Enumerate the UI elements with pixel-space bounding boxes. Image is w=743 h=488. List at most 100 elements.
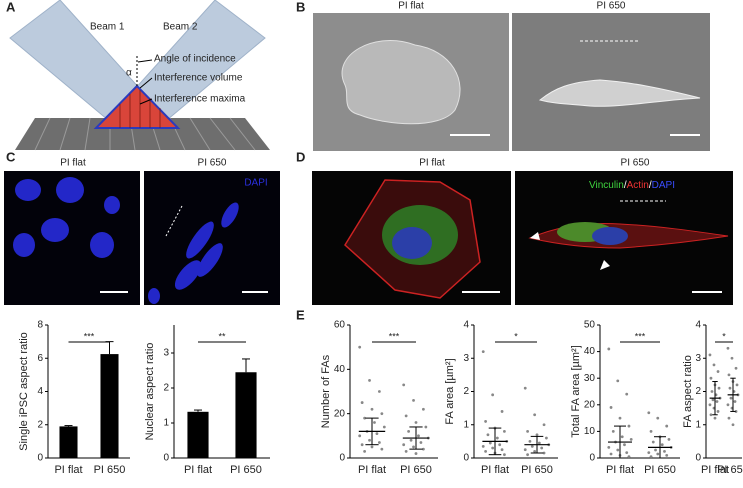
point [377, 441, 381, 444]
point [726, 346, 730, 350]
x-tick-label: PI 650 [230, 464, 262, 476]
significance: *** [84, 331, 95, 341]
y-tick-label: 2 [163, 383, 169, 394]
point [727, 373, 731, 377]
point [419, 441, 423, 444]
point [484, 449, 487, 453]
y-tick-label: 60 [334, 320, 346, 331]
point [363, 449, 367, 453]
point [409, 438, 413, 442]
point [495, 436, 499, 440]
point [611, 430, 615, 433]
point [533, 449, 537, 453]
image-title: PI flat [60, 158, 86, 169]
stain-label: DAPI [244, 178, 267, 189]
point [728, 386, 732, 390]
point [533, 413, 537, 417]
point [663, 449, 666, 453]
y-tick-label: 3 [163, 348, 169, 359]
cell [341, 40, 461, 125]
point [656, 416, 660, 420]
y-axis-label: Single iPSC aspect ratio [18, 332, 30, 451]
point [503, 430, 506, 433]
diagram-label: Beam 1 [90, 22, 125, 33]
point [481, 350, 485, 353]
point [526, 453, 529, 457]
panel-label: D [296, 149, 305, 164]
point [651, 440, 655, 444]
cell [538, 79, 701, 107]
y-tick-label: 40 [584, 346, 596, 357]
point [380, 412, 384, 416]
diagram-label: Angle of incidence [154, 54, 236, 65]
stain-dapi: DAPI [652, 180, 675, 191]
y-tick-label: 3 [463, 353, 469, 364]
point [414, 421, 418, 424]
y-tick-label: 1 [695, 419, 701, 430]
point [709, 413, 713, 417]
panel-label: E [296, 307, 305, 322]
point [486, 433, 490, 437]
y-tick-label: 1 [163, 418, 169, 429]
point [710, 390, 714, 393]
x-tick-label: PI 650 [644, 464, 676, 476]
x-tick-label: PI 650 [400, 464, 432, 476]
image-title: PI 650 [621, 158, 650, 169]
y-tick-label: 8 [37, 320, 43, 331]
point [530, 444, 534, 448]
diagram-label: Interference volume [154, 73, 243, 84]
bar [59, 426, 78, 458]
point [731, 423, 735, 427]
y-tick-label: 30 [584, 373, 596, 384]
y-tick-label: 50 [584, 320, 596, 331]
x-tick-label: PI 650 [94, 464, 126, 476]
y-tick-label: 20 [584, 399, 596, 410]
point [491, 446, 495, 450]
point [404, 449, 408, 453]
point [647, 451, 651, 455]
bar [187, 411, 209, 458]
significance: * [514, 331, 518, 341]
image-title: PI flat [419, 158, 445, 169]
point [542, 423, 546, 427]
point [665, 453, 669, 457]
point [708, 353, 712, 357]
point [377, 390, 381, 393]
point [665, 424, 669, 428]
point [488, 441, 492, 445]
point [412, 445, 415, 449]
stain-sep: / [649, 180, 652, 191]
point [712, 363, 716, 367]
point [708, 403, 712, 407]
point [620, 435, 624, 439]
point [616, 448, 620, 452]
point [607, 445, 611, 449]
stain-label: Vinculin/Actin/DAPI [589, 180, 675, 191]
point [523, 386, 527, 390]
bar [100, 354, 119, 458]
y-tick-label: 0 [589, 453, 595, 464]
bar [235, 372, 257, 458]
point [368, 438, 371, 442]
point [709, 376, 713, 380]
point [373, 421, 376, 424]
point [625, 451, 629, 455]
image-title: PI 650 [597, 1, 626, 12]
point [629, 437, 633, 441]
x-tick-label: PI flat [358, 464, 386, 476]
point [404, 414, 408, 418]
y-axis-label: Number of FAs [320, 354, 332, 428]
point [414, 452, 418, 455]
point [375, 432, 379, 436]
point [649, 430, 653, 433]
point [500, 448, 504, 452]
point [380, 447, 384, 451]
y-tick-label: 40 [334, 364, 346, 375]
y-axis-label: FA aspect ratio [682, 355, 694, 428]
point [370, 445, 374, 449]
point [363, 416, 367, 420]
point [491, 393, 495, 397]
point [498, 443, 502, 447]
diagram-label: Interference maxima [154, 94, 246, 105]
